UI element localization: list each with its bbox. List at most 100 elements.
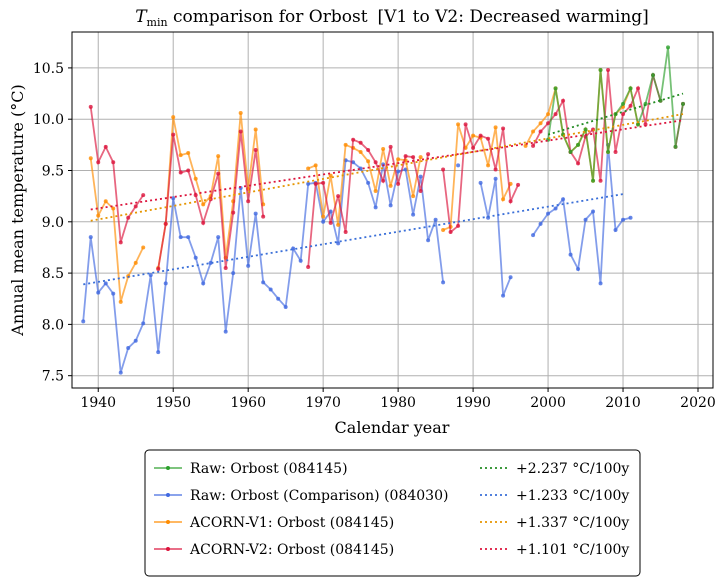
series-1-point (373, 205, 378, 210)
series-1-point (493, 176, 498, 181)
series-1-point (246, 263, 251, 268)
series-1-point (591, 209, 596, 214)
series-1-point (193, 255, 198, 260)
series-3-point (111, 160, 116, 165)
series-3-point (231, 210, 236, 215)
series-0-point (636, 122, 641, 127)
legend-label-0: Raw: Orbost (084145) (190, 461, 348, 477)
series-2-point (343, 142, 348, 147)
series-2-point (501, 197, 506, 202)
y-tick-label: 7.5 (42, 369, 64, 385)
series-3-point (103, 144, 108, 149)
series-3-point (351, 137, 356, 142)
series-3-point (426, 152, 431, 157)
chart-title: Tmin comparison for Orbost [V1 to V2: Dec… (135, 7, 649, 29)
series-1-point (186, 235, 191, 240)
series-3-point (313, 181, 318, 186)
series-2-point (133, 260, 138, 265)
series-1-point (268, 287, 273, 292)
y-tick-label: 8.5 (42, 266, 64, 282)
series-2-point (531, 129, 536, 134)
series-3-point (381, 178, 386, 183)
series-2-point (216, 154, 221, 159)
series-3-point (88, 104, 93, 109)
series-3-point (411, 155, 416, 160)
y-tick-label: 8.0 (42, 317, 64, 333)
legend-marker-dot-3 (166, 547, 170, 551)
series-1-point (283, 304, 288, 309)
series-3-point (486, 136, 491, 141)
series-3-point (561, 98, 566, 103)
series-1-point (598, 281, 603, 286)
y-tick-label: 9.5 (42, 164, 64, 180)
series-3-point (321, 180, 326, 185)
series-1-point (118, 370, 123, 375)
series-3-point (508, 199, 513, 204)
series-1-point (478, 180, 483, 185)
series-1-point (553, 206, 558, 211)
series-3-point (186, 168, 191, 173)
series-3-point (118, 240, 123, 245)
series-3-point (328, 220, 333, 225)
series-3-point (246, 199, 251, 204)
trend-line-2 (90, 113, 684, 222)
series-2-point (328, 173, 333, 178)
series-2-point (411, 194, 416, 199)
series-3-point (358, 140, 363, 145)
series-2-point (96, 213, 101, 218)
series-1-point (501, 293, 506, 298)
y-tick-label: 10.5 (33, 61, 64, 77)
series-1-point (276, 296, 281, 301)
series-2-point (141, 245, 146, 250)
trend-line-1 (83, 193, 624, 286)
series-2-point (238, 111, 243, 116)
series-3-point (178, 170, 183, 175)
series-2-point (381, 146, 386, 151)
series-1-point (613, 228, 618, 233)
x-tick-label: 2000 (530, 395, 566, 411)
series-2-point (538, 121, 543, 126)
series-1-point (111, 291, 116, 296)
series-0-point (576, 142, 581, 147)
series-3-point (343, 230, 348, 235)
series-3-point (171, 132, 176, 137)
series-2-point (178, 153, 183, 158)
series-1-point (336, 241, 341, 246)
series-1-point (576, 266, 581, 271)
series-1-point (81, 319, 86, 324)
series-1-point (538, 221, 543, 226)
x-tick-label: 1950 (155, 395, 191, 411)
series-1-point (201, 281, 206, 286)
series-2-point (103, 199, 108, 204)
y-tick-label: 10.0 (33, 112, 64, 128)
legend-label-1: Raw: Orbost (Comparison) (084030) (190, 488, 448, 504)
series-3-point (396, 181, 401, 186)
series-1-point (441, 280, 446, 285)
series-1-point (133, 338, 138, 343)
series-3-line (89, 106, 144, 243)
series-3-point (238, 129, 243, 134)
series-2-point (193, 176, 198, 181)
y-axis-title: Annual mean temperature (°C) (8, 84, 27, 336)
series-1-point (561, 197, 566, 202)
series-3-point (366, 147, 371, 152)
series-2-point (441, 228, 446, 233)
series-3-point (141, 193, 146, 198)
series-1-point (216, 235, 221, 240)
legend-trend-label-0: +2.237 °C/100y (516, 461, 629, 477)
x-tick-label: 1960 (230, 395, 266, 411)
series-1-point (433, 217, 438, 222)
series-1-point (628, 215, 633, 220)
legend-label-2: ACORN-V1: Orbost (084145) (189, 515, 394, 531)
plot-area (81, 45, 686, 375)
legend-frame (144, 449, 641, 577)
series-0-point (658, 98, 663, 103)
series-0-point (621, 101, 626, 106)
series-0-point (598, 67, 603, 72)
series-3-point (441, 167, 446, 172)
series-3-point (493, 167, 498, 172)
series-2-point (486, 163, 491, 168)
series-0-point (681, 101, 686, 106)
series-2-point (88, 156, 93, 161)
series-2-point (388, 183, 393, 188)
